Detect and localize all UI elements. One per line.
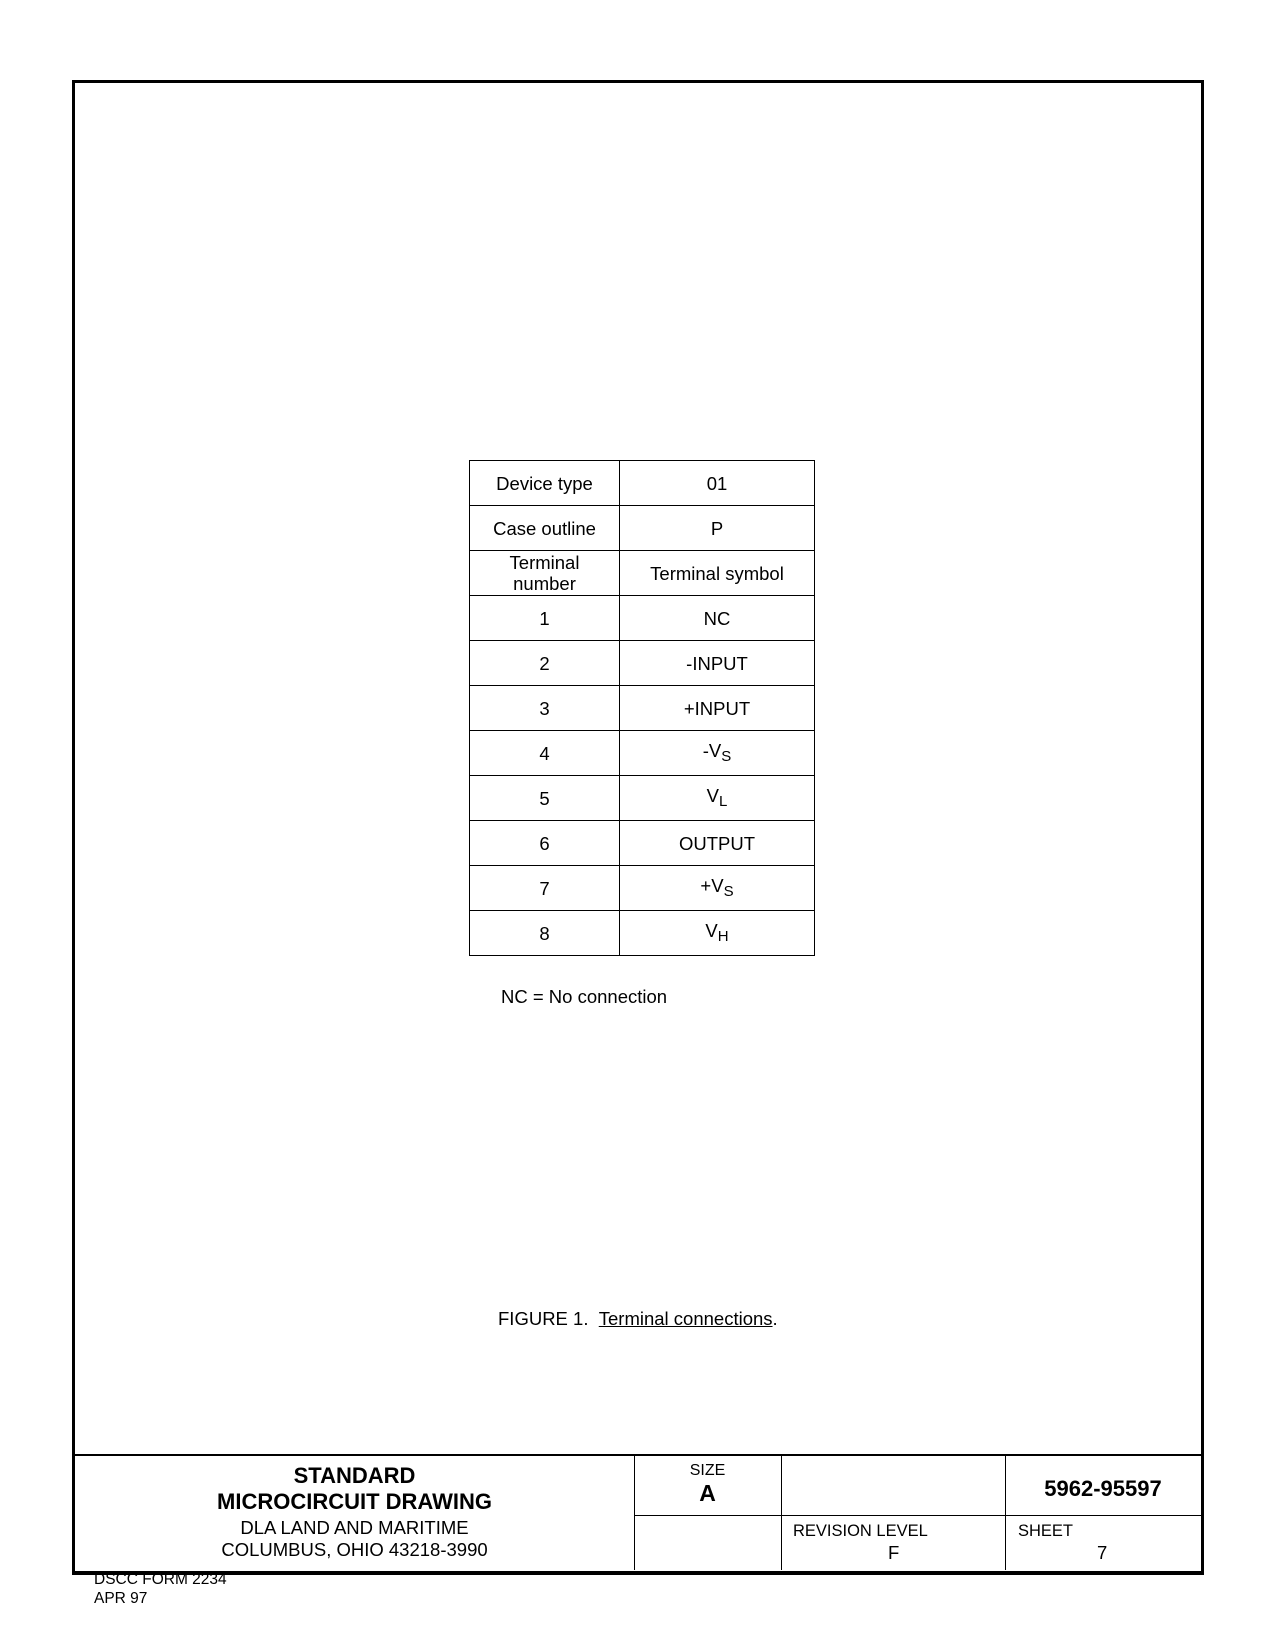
table-row: 3 +INPUT xyxy=(469,685,815,731)
table-header-row: Terminal number Terminal symbol xyxy=(469,550,815,596)
symbol-subscript: L xyxy=(719,792,728,810)
terminal-symbol: -INPUT xyxy=(619,640,815,686)
drawing-number: 5962-95597 xyxy=(1044,1476,1162,1501)
terminal-number: 5 xyxy=(469,775,620,821)
figure-caption: FIGURE 1. Terminal connections. xyxy=(498,1308,778,1329)
revision-value: F xyxy=(888,1542,900,1563)
table-row: Device type 01 xyxy=(469,460,815,506)
symbol-text: -V xyxy=(702,739,722,761)
form-number: DSCC FORM 2234 xyxy=(94,1571,227,1588)
table-row: 4 -VS xyxy=(469,730,815,776)
terminal-number: 7 xyxy=(469,865,620,911)
title-standard: STANDARD xyxy=(293,1463,416,1488)
symbol-text: V xyxy=(705,919,718,941)
sheet-label: SHEET xyxy=(1018,1522,1074,1540)
table-row: 1 NC xyxy=(469,595,815,641)
symbol-text: +INPUT xyxy=(683,697,751,719)
footnote: NC = No connection xyxy=(501,986,668,1007)
table-row: 7 +VS xyxy=(469,865,815,911)
terminal-symbol: VL xyxy=(619,775,815,821)
symbol-subscript: S xyxy=(721,747,732,765)
figure-title: Terminal connections xyxy=(598,1308,773,1329)
column-header-terminal-number: Terminal number xyxy=(469,550,620,596)
agency-name: DLA LAND AND MARITIME xyxy=(240,1517,469,1538)
terminal-number: 3 xyxy=(469,685,620,731)
size-label: SIZE xyxy=(689,1462,726,1479)
terminal-number: 1 xyxy=(469,595,620,641)
table-row: Case outline P xyxy=(469,505,815,551)
title-block: STANDARD MICROCIRCUIT DRAWING DLA LAND A… xyxy=(75,1454,1201,1570)
divider xyxy=(1005,1456,1006,1570)
form-date: APR 97 xyxy=(94,1590,148,1607)
row-label: Device type xyxy=(469,460,620,506)
symbol-subscript: H xyxy=(717,927,729,945)
row-label: Case outline xyxy=(469,505,620,551)
table-row: 5 VL xyxy=(469,775,815,821)
terminal-symbol: +INPUT xyxy=(619,685,815,731)
figure-number: FIGURE 1. xyxy=(498,1308,589,1329)
symbol-subscript: S xyxy=(723,882,734,900)
agency-address: COLUMBUS, OHIO 43218-3990 xyxy=(221,1539,488,1560)
size-value: A xyxy=(699,1480,716,1506)
form-id: DSCC FORM 2234 APR 97 xyxy=(94,1570,227,1608)
divider xyxy=(634,1456,635,1570)
divider xyxy=(634,1515,1201,1516)
drawing-frame xyxy=(72,80,1204,1575)
title-microcircuit-drawing: MICROCIRCUIT DRAWING xyxy=(217,1489,492,1514)
symbol-text: -INPUT xyxy=(686,652,748,674)
terminal-symbol: +VS xyxy=(619,865,815,911)
terminal-symbol: NC xyxy=(619,595,815,641)
revision-label: REVISION LEVEL xyxy=(793,1522,928,1540)
symbol-text: NC xyxy=(703,607,731,629)
terminal-number: 2 xyxy=(469,640,620,686)
terminal-number: 8 xyxy=(469,910,620,956)
terminal-connections-table: Device type 01 Case outline P Terminal n… xyxy=(469,460,815,956)
symbol-text: +V xyxy=(700,874,724,896)
terminal-number: 4 xyxy=(469,730,620,776)
row-value: 01 xyxy=(619,460,815,506)
terminal-number: 6 xyxy=(469,820,620,866)
table-row: 8 VH xyxy=(469,910,815,956)
column-header-terminal-symbol: Terminal symbol xyxy=(619,550,815,596)
sheet-value: 7 xyxy=(1097,1542,1108,1563)
terminal-symbol: VH xyxy=(619,910,815,956)
symbol-text: V xyxy=(706,784,719,806)
terminal-symbol: -VS xyxy=(619,730,815,776)
table-row: 2 -INPUT xyxy=(469,640,815,686)
header-text: Terminal number xyxy=(509,552,580,594)
table-row: 6 OUTPUT xyxy=(469,820,815,866)
row-value: P xyxy=(619,505,815,551)
divider xyxy=(781,1456,782,1570)
symbol-text: OUTPUT xyxy=(678,832,756,854)
terminal-symbol: OUTPUT xyxy=(619,820,815,866)
